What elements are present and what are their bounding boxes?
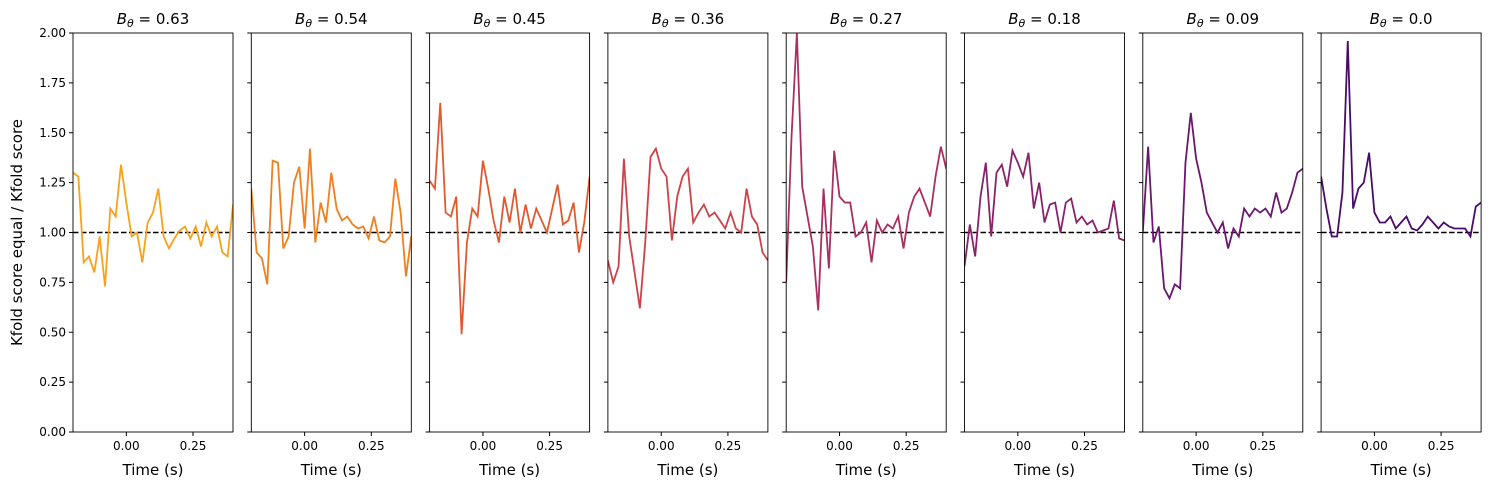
x-tick-label: 0.25 [715,439,742,453]
y-tick-label: 0.50 [39,325,66,339]
subplot-title: Bθ = 0.36 [652,10,725,30]
plot-area [1142,112,1303,301]
subplot-title: Bθ = 0.45 [473,10,546,30]
y-tick-label: 1.75 [39,76,66,90]
x-axis-label: Time (s) [122,461,184,479]
subplot-title: Bθ = 0.18 [1008,10,1081,30]
data-line [73,164,233,287]
subplot-title: Bθ = 0.09 [1187,10,1260,30]
x-axis-label: Time (s) [1370,461,1432,479]
data-line [1321,40,1482,239]
x-tick-label: 0.25 [1249,439,1276,453]
subplot-title: Bθ = 0.27 [830,10,903,30]
subplot-title: Bθ = 0.63 [117,10,190,30]
plot-area [607,146,768,309]
x-axis-label: Time (s) [1191,461,1253,479]
y-tick-label: 2.00 [39,26,66,40]
x-tick-label: 0.00 [1004,439,1031,453]
x-tick-label: 0.00 [648,439,675,453]
y-tick-label: 0.25 [39,375,66,389]
data-line [607,146,768,309]
plot-area [251,148,412,285]
x-tick-label: 0.00 [113,439,140,453]
x-axis-label: Time (s) [656,461,718,479]
x-tick-label: 0.25 [536,439,563,453]
subplot: 0.00 0.25 0.50 0.75 1.00 1.25 1.50 1.75 2.00 0.00… [8,10,234,479]
subplot: 0.00 0.25 Time (s) Bθ = 0.0 [1317,10,1482,479]
x-tick-label: 0.25 [893,439,920,453]
subplot: 0.00 0.25 Time (s) Bθ = 0.45 [425,10,591,479]
data-line [964,147,1125,267]
x-axis-label: Time (s) [300,461,362,479]
plot-area [786,33,947,311]
x-tick-label: 0.00 [470,439,497,453]
x-tick-label: 0.00 [291,439,318,453]
x-tick-label: 0.25 [1428,439,1455,453]
x-tick-label: 0.00 [826,439,853,453]
plot-area [964,147,1125,267]
x-axis-label: Time (s) [835,461,897,479]
y-tick-label: 1.00 [39,226,66,240]
x-axis-label: Time (s) [478,461,540,479]
subplot: 0.00 0.25 Time (s) Bθ = 0.36 [603,10,769,479]
data-line [786,33,947,311]
subplot: 0.00 0.25 Time (s) Bθ = 0.54 [247,10,412,479]
x-tick-label: 0.25 [1071,439,1098,453]
x-axis-label: Time (s) [1013,461,1075,479]
subplot: 0.00 0.25 Time (s) Bθ = 0.18 [960,10,1125,479]
y-tick-label: 0.75 [39,275,66,289]
x-tick-label: 0.25 [180,439,207,453]
y-tick-label: 0.00 [39,425,66,439]
subplot: 0.00 0.25 Time (s) Bθ = 0.27 [782,10,947,479]
subplot-title: Bθ = 0.54 [295,10,368,30]
data-line [251,148,412,285]
subplot-title: Bθ = 0.0 [1370,10,1433,30]
subplot: 0.00 0.25 Time (s) Bθ = 0.09 [1138,10,1304,479]
y-tick-label: 1.50 [39,126,66,140]
x-tick-label: 0.00 [1361,439,1388,453]
y-tick-label: 1.25 [39,176,66,190]
x-tick-label: 0.00 [1183,439,1210,453]
plot-area [73,164,233,287]
plot-area [429,102,590,335]
y-axis-label: Kfold score equal / Kfold score [8,119,26,346]
data-line [429,102,590,335]
x-tick-label: 0.25 [358,439,385,453]
data-line [1142,112,1303,301]
plot-area [1321,40,1482,239]
